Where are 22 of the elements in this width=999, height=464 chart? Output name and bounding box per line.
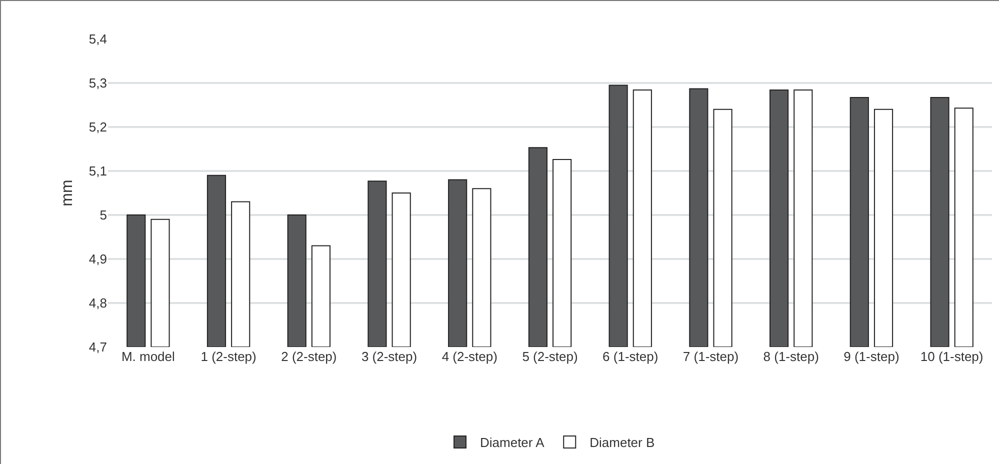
x-tick-label: 4 (2-step) — [442, 349, 498, 364]
x-tick-label: 8 (1-step) — [763, 349, 819, 364]
legend-label: Diameter B — [590, 435, 655, 450]
x-tick-label: 1 (2-step) — [200, 349, 256, 364]
x-tick-label: M. model — [121, 349, 176, 364]
x-tick-label: 6 (1-step) — [602, 349, 658, 364]
x-tick-label: 10 (1-step) — [920, 349, 984, 364]
y-tick-label: 5,3 — [88, 76, 107, 91]
y-tick-label: 5,2 — [88, 120, 107, 135]
x-tick-label: 9 (1-step) — [844, 349, 900, 364]
x-tick-label: 7 (1-step) — [682, 349, 739, 364]
y-tick-label: 4,9 — [88, 252, 107, 267]
legend-label: Diameter A — [480, 435, 545, 450]
y-tick-label: 5 — [100, 208, 107, 223]
x-tick-label: 5 (2-step) — [522, 349, 578, 364]
y-tick-label: 5,4 — [88, 32, 107, 47]
x-tick-label: 3 (2-step) — [361, 349, 418, 364]
y-tick-label: 5,1 — [88, 164, 107, 179]
y-tick-label: 4,7 — [88, 340, 107, 355]
y-axis-title: mm — [58, 180, 76, 206]
x-tick-label: 2 (2-step) — [281, 349, 337, 364]
y-tick-label: 4,8 — [88, 296, 107, 311]
